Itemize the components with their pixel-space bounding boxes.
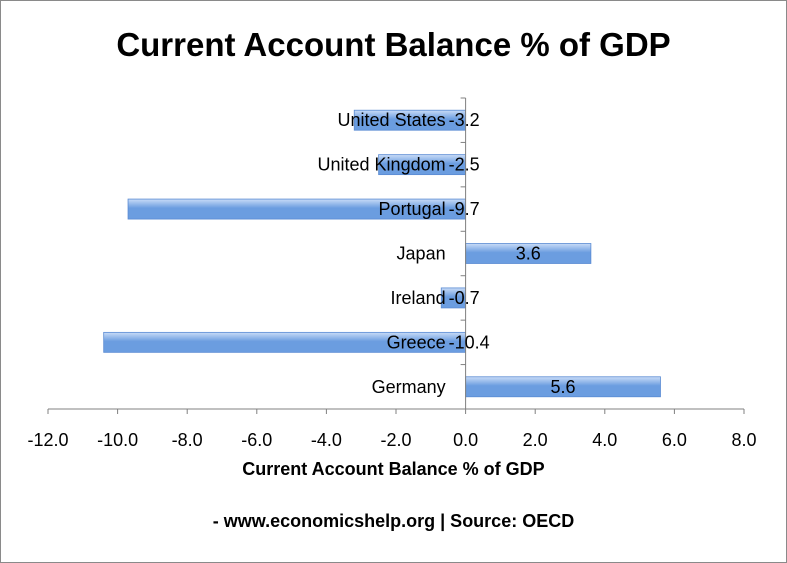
category-label: United States <box>338 110 446 130</box>
data-label: -9.7 <box>449 199 480 219</box>
x-tick-label: -2.0 <box>380 430 411 450</box>
x-axis-label: Current Account Balance % of GDP <box>242 459 545 479</box>
data-label: 3.6 <box>516 244 541 264</box>
x-tick-label: 6.0 <box>662 430 687 450</box>
x-tick-label: -10.0 <box>97 430 138 450</box>
x-tick-label: -8.0 <box>172 430 203 450</box>
x-tick-label: -4.0 <box>311 430 342 450</box>
x-tick-label: 4.0 <box>592 430 617 450</box>
category-label: Greece <box>387 332 446 352</box>
x-tick-label: 2.0 <box>523 430 548 450</box>
source-footnote: - www.economicshelp.org | Source: OECD <box>212 511 575 531</box>
category-label: United Kingdom <box>318 155 446 175</box>
x-tick-label: 8.0 <box>731 430 756 450</box>
x-tick-label: -6.0 <box>241 430 272 450</box>
data-label: -0.7 <box>449 288 480 308</box>
category-label: Germany <box>372 377 446 397</box>
data-label: -3.2 <box>449 110 480 130</box>
data-label: -2.5 <box>449 155 480 175</box>
data-label: 5.6 <box>551 377 576 397</box>
x-tick-label: -12.0 <box>27 430 68 450</box>
category-label: Japan <box>397 244 446 264</box>
chart-title: Current Account Balance % of GDP <box>116 26 671 63</box>
x-tick-label: 0.0 <box>453 430 478 450</box>
category-label: Portugal <box>379 199 446 219</box>
data-label: -10.4 <box>449 332 490 352</box>
category-label: Ireland <box>391 288 446 308</box>
